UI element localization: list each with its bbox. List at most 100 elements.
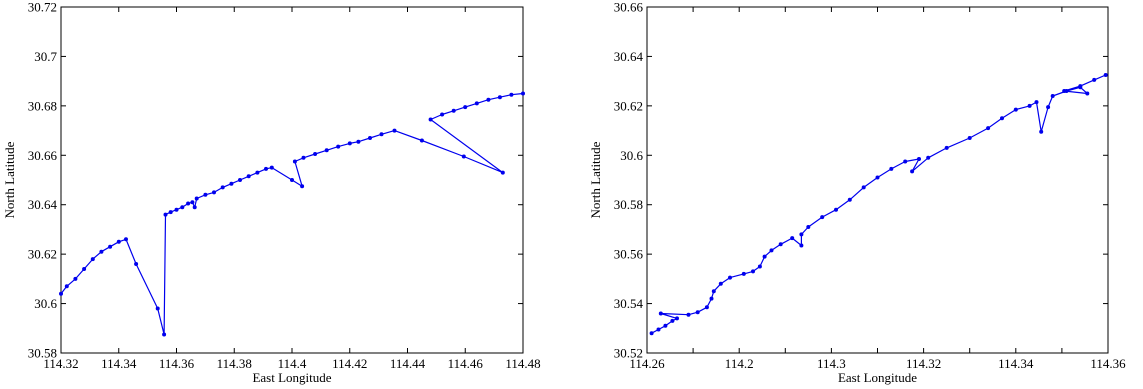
x-tick-label: 114.34	[998, 356, 1034, 371]
data-point	[269, 165, 274, 170]
data-point	[497, 95, 502, 100]
y-tick-label: 30.64	[614, 49, 644, 64]
data-point	[246, 174, 251, 179]
series-line	[60, 92, 524, 336]
data-point	[1039, 129, 1044, 134]
data-point	[186, 201, 191, 206]
data-point	[658, 311, 663, 316]
data-point	[1078, 84, 1083, 89]
data-point	[463, 105, 468, 110]
data-point	[300, 184, 305, 189]
y-tick-label: 30.7	[34, 49, 57, 64]
data-point	[663, 323, 668, 328]
data-point	[847, 197, 852, 202]
data-point	[486, 97, 491, 102]
data-point	[521, 91, 525, 96]
data-point	[762, 254, 767, 259]
data-point	[379, 132, 384, 137]
data-point	[509, 92, 514, 97]
data-point	[392, 128, 397, 133]
x-tick-label: 114.34	[101, 356, 137, 371]
data-point	[324, 148, 329, 153]
data-point	[192, 205, 197, 210]
data-point	[695, 310, 700, 315]
x-tick-label: 114.32	[906, 356, 941, 371]
data-point	[313, 152, 318, 156]
y-tick-label: 30.62	[614, 98, 643, 113]
data-point	[1027, 103, 1032, 108]
data-point	[124, 237, 128, 242]
data-point	[292, 159, 297, 164]
data-point	[419, 138, 424, 143]
data-point	[347, 141, 352, 146]
data-point	[1103, 73, 1108, 77]
x-tick-label: 114.3	[817, 356, 846, 371]
data-point	[82, 267, 87, 271]
x-tick-label: 114.32	[43, 356, 78, 371]
data-point	[656, 327, 661, 332]
y-tick-label: 30.64	[28, 197, 58, 212]
data-point	[649, 331, 654, 336]
data-point	[1050, 94, 1055, 98]
data-point	[163, 212, 168, 217]
data-point	[290, 178, 294, 182]
y-tick-label: 30.62	[28, 247, 57, 262]
y-tick-label: 30.6	[620, 148, 643, 163]
x-tick-label: 114.38	[217, 356, 252, 371]
data-point	[500, 170, 505, 175]
data-point	[212, 190, 216, 195]
data-point	[238, 178, 242, 182]
data-point	[1013, 107, 1018, 112]
data-point	[670, 318, 675, 323]
data-point	[686, 312, 691, 317]
data-point	[451, 108, 456, 113]
data-point	[910, 169, 915, 174]
data-point	[820, 215, 825, 220]
y-tick-label: 30.58	[614, 197, 643, 212]
x-tick-label: 114.48	[505, 356, 540, 371]
data-point	[675, 316, 679, 321]
data-point	[718, 281, 723, 286]
y-tick-label: 30.68	[28, 98, 57, 113]
data-point	[116, 239, 121, 244]
data-point	[875, 175, 880, 180]
data-point	[134, 262, 139, 266]
data-point	[711, 289, 716, 294]
data-point	[709, 296, 714, 301]
y-tick-label: 30.52	[614, 346, 643, 361]
data-point	[301, 155, 306, 160]
data-point	[162, 332, 167, 337]
data-point	[1046, 105, 1051, 110]
x-tick-label: 114.44	[390, 356, 426, 371]
data-point	[861, 185, 866, 190]
data-point	[1000, 116, 1004, 121]
x-tick-label: 114.42	[332, 356, 367, 371]
data-point	[440, 112, 445, 117]
data-point	[474, 101, 479, 106]
data-point	[1085, 91, 1090, 96]
plot-frame	[646, 6, 1109, 354]
y-axis-label: North Latitude	[2, 141, 17, 218]
data-point	[174, 207, 179, 212]
data-point	[220, 185, 225, 190]
data-point	[73, 276, 78, 281]
data-point	[255, 170, 260, 175]
y-axis-label: North Latitude	[588, 141, 603, 218]
x-axis-label: East Longitude	[838, 370, 917, 385]
data-point	[194, 196, 199, 201]
data-point	[99, 249, 104, 254]
data-point	[757, 264, 762, 269]
data-point	[944, 145, 949, 150]
chart-right: 114.26 114.2 114.3 114.32 114.34 114.36 30.52 3…	[588, 0, 1126, 385]
y-tick-label: 30.58	[28, 346, 57, 361]
y-tick-label: 30.66	[28, 148, 58, 163]
data-point	[356, 139, 361, 144]
data-point	[704, 305, 709, 310]
data-point	[1092, 77, 1097, 82]
x-tick-label: 114.26	[629, 356, 665, 371]
data-point	[903, 159, 908, 164]
data-point	[59, 291, 63, 296]
data-point	[967, 136, 972, 140]
x-tick-label: 114.2	[725, 356, 754, 371]
